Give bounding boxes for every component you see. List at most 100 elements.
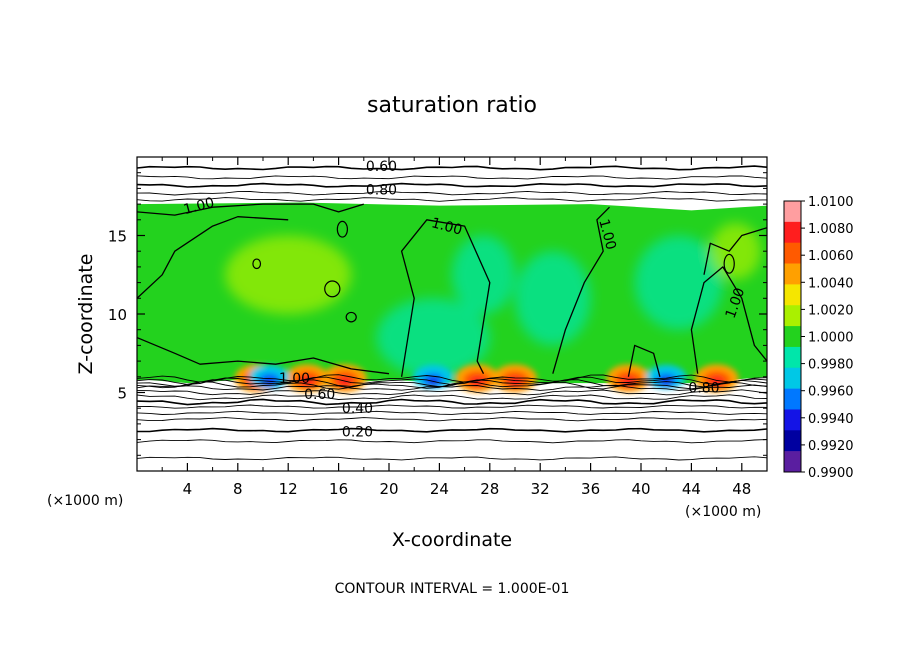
- contour-line: [137, 182, 767, 188]
- contour-label: 1.00: [182, 195, 216, 219]
- contour-line: [137, 456, 767, 461]
- x-unit-left: (×1000 m): [47, 493, 123, 509]
- y-tick-label: 15: [108, 228, 127, 246]
- contour-label: 0.80: [366, 183, 397, 199]
- contour-label: 1.00: [279, 371, 310, 387]
- colorbar-swatch: [784, 451, 801, 473]
- saturation-field: [137, 202, 767, 393]
- x-tick-label: 24: [430, 480, 449, 498]
- colorbar-swatch: [784, 221, 801, 243]
- contour-blob: [252, 258, 262, 270]
- colorbar-swatch: [784, 430, 801, 452]
- x-axis-label: X-coordinate: [392, 529, 512, 551]
- colorbar-label: 0.9980: [808, 358, 854, 373]
- x-tick-label: 28: [480, 480, 499, 498]
- x-tick-label: 48: [732, 480, 751, 498]
- x-tick-label: 20: [379, 480, 398, 498]
- contour-line: [137, 190, 767, 196]
- contour-label: 0.60: [366, 159, 397, 175]
- contour-line: [137, 379, 767, 388]
- contour-label: 1.00: [430, 215, 464, 239]
- contour-label: 1.00: [595, 217, 619, 251]
- contour-line-1.00: [627, 344, 661, 377]
- x-unit-right: (×1000 m): [685, 504, 761, 520]
- contour-line: [137, 410, 767, 415]
- contour-line-1.00: [137, 336, 390, 375]
- colorbar-label: 0.9920: [808, 439, 854, 454]
- x-tick-label: 12: [279, 480, 298, 498]
- x-tick-label: 32: [531, 480, 550, 498]
- contour-line: [137, 374, 767, 383]
- svg-text:0.60: 0.60: [304, 387, 335, 403]
- colorbar-label: 0.9960: [808, 385, 854, 400]
- svg-text:0.80: 0.80: [688, 381, 719, 397]
- contour-line: [137, 389, 767, 396]
- contour-line: [137, 394, 767, 401]
- svg-text:1.00: 1.00: [182, 195, 216, 219]
- contour-line: [137, 439, 767, 444]
- svg-text:1.00: 1.00: [595, 217, 619, 251]
- colorbar-swatch: [784, 326, 801, 348]
- contour-blob: [345, 311, 357, 323]
- contour-line: [137, 404, 767, 409]
- chart-title: saturation ratio: [367, 93, 537, 118]
- contour-label: 0.20: [342, 424, 373, 440]
- contour-label: 0.40: [342, 401, 373, 417]
- y-axis-label: Z-coordinate: [75, 254, 97, 375]
- y-tick-label: 10: [108, 306, 127, 324]
- x-tick-label: 40: [631, 480, 650, 498]
- colorbar-swatch: [784, 409, 801, 431]
- colorbar-label: 1.0100: [808, 195, 854, 210]
- x-tick-label: 8: [233, 480, 243, 498]
- contour-label: 0.80: [688, 381, 719, 397]
- x-tick-label: 16: [329, 480, 348, 498]
- colorbar: 1.0100 1.0080 1.0060 1.0040 1.0020 1.0000 0.99…: [783, 195, 854, 481]
- contour-line: [137, 197, 767, 202]
- colorbar-label: 0.9900: [808, 466, 854, 481]
- contour-line-1.00: [690, 266, 767, 374]
- contour-blob: [723, 253, 735, 274]
- colorbar-label: 1.0020: [808, 303, 854, 318]
- colorbar-label: 0.9940: [808, 412, 854, 427]
- svg-text:0.40: 0.40: [342, 401, 373, 417]
- colorbar-swatch: [784, 346, 801, 369]
- colorbar-swatch: [784, 305, 801, 327]
- plot-area: 0.600.801.001.00 1.001.001.000.600.400.20…: [108, 156, 768, 498]
- colorbar-label: 1.0080: [808, 222, 854, 237]
- colorbar-swatch: [784, 367, 801, 389]
- svg-text:1.00: 1.00: [430, 215, 464, 239]
- colorbar-swatch: [784, 284, 801, 306]
- contour-line-1.00: [703, 227, 767, 275]
- contour-line: [137, 376, 767, 386]
- x-tick-label: 44: [682, 480, 701, 498]
- y-axis-ticks: 5 10 15: [108, 172, 767, 456]
- svg-text:0.80: 0.80: [366, 183, 397, 199]
- contour-line: [137, 417, 767, 422]
- contour-label: 0.60: [304, 387, 335, 403]
- contour-line: [137, 384, 767, 391]
- contour-interval-note: CONTOUR INTERVAL = 1.000E-01: [335, 581, 570, 597]
- x-tick-label: 4: [183, 480, 193, 498]
- contour-line-1.00: [400, 219, 491, 377]
- x-tick-label: 36: [581, 480, 600, 498]
- contour-lines: [137, 165, 767, 461]
- colorbar-swatch: [784, 201, 801, 223]
- colorbar-swatch: [784, 263, 801, 285]
- contour-line-1.00: [137, 216, 289, 299]
- field-variations: [225, 222, 761, 377]
- colorbar-swatch: [784, 242, 801, 264]
- svg-text:1.00: 1.00: [279, 371, 310, 387]
- contour-line-1.00: [137, 203, 364, 216]
- contour-line-1.00: [552, 206, 610, 374]
- contour-blob: [336, 220, 349, 238]
- contour-line: [137, 175, 767, 180]
- svg-text:0.60: 0.60: [366, 159, 397, 175]
- contour-line: [137, 427, 767, 433]
- contour-line: [137, 165, 767, 171]
- colorbar-label: 1.0060: [808, 249, 854, 264]
- contour-line: [137, 398, 767, 406]
- y-tick-label: 5: [117, 385, 127, 403]
- colorbar-label: 1.0040: [808, 276, 854, 291]
- colorbar-label: 1.0000: [808, 331, 854, 346]
